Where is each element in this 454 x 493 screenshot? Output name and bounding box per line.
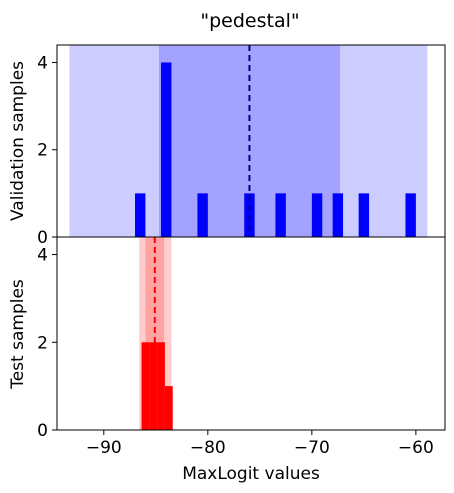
validation-bar-0 [135, 193, 146, 237]
validation-y-ticks: 0 2 4 [37, 53, 57, 248]
validation-y-axis-label: Validation samples [8, 61, 28, 221]
validation-bar-1 [161, 62, 172, 237]
x-tick-label: −80 [190, 438, 226, 458]
x-axis-label: MaxLogit values [182, 464, 320, 484]
test-panel: 0 2 4 Test samples [8, 237, 173, 441]
validation-bar-7 [358, 193, 370, 237]
test-y-ticks: 0 2 4 [37, 246, 57, 441]
validation-y-tick-label: 0 [37, 228, 48, 248]
test-bar-3 [164, 386, 173, 430]
test-y-axis-label: Test samples [8, 279, 28, 390]
x-tick-label: −60 [398, 438, 434, 458]
test-bar-1 [149, 342, 158, 430]
validation-bar-8 [405, 193, 416, 237]
test-bar-0 [141, 342, 150, 430]
validation-bar-5 [311, 193, 323, 237]
validation-panel: 0 2 4 Validation samples [8, 45, 428, 248]
test-bars [141, 342, 173, 430]
validation-bar-6 [332, 193, 344, 237]
x-ticks: −90 −80 −70 −60 [86, 430, 434, 458]
x-tick-label: −70 [294, 438, 330, 458]
validation-bar-4 [275, 193, 286, 237]
validation-y-tick-label: 4 [37, 53, 48, 73]
test-axes-frame [56, 236, 446, 431]
test-bar-2 [157, 342, 165, 430]
validation-y-tick-label: 2 [37, 141, 48, 161]
chart-title: "pedestal" [200, 10, 299, 32]
validation-bar-2 [197, 193, 208, 237]
test-y-tick-label: 0 [37, 421, 48, 441]
x-tick-label: −90 [86, 438, 122, 458]
test-y-tick-label: 2 [37, 333, 48, 353]
test-y-tick-label: 4 [37, 246, 48, 266]
